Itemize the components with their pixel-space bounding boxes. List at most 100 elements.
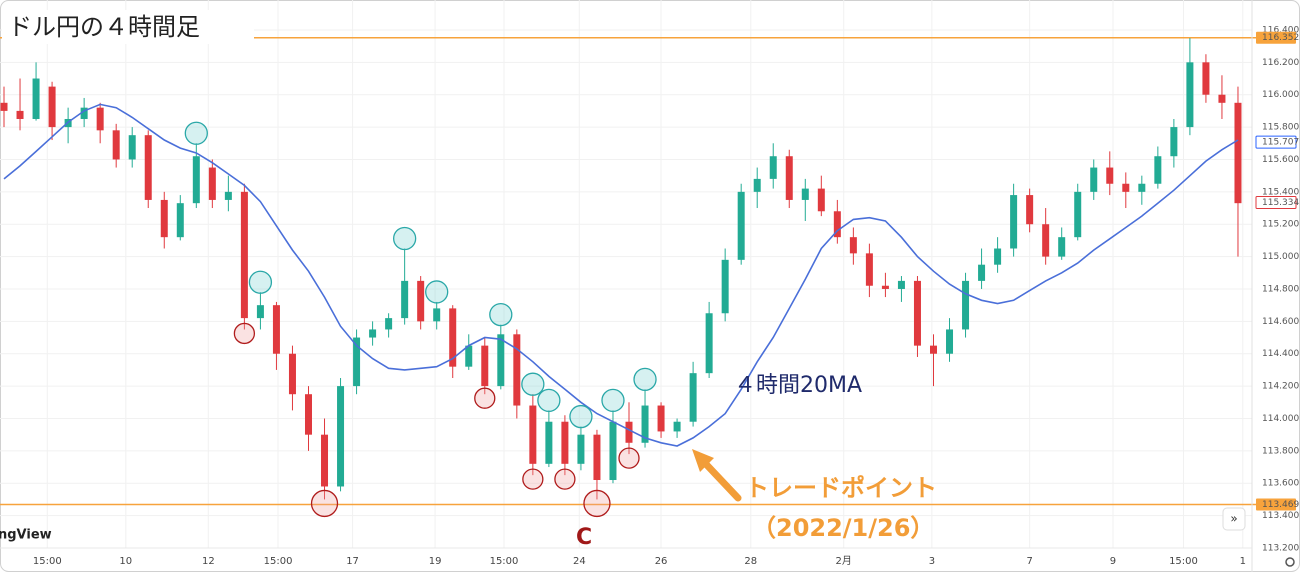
candle-body [1234, 102, 1242, 204]
candle-body [785, 156, 793, 200]
scroll-button[interactable] [1222, 507, 1246, 531]
y-tick-label: 115.200 [1262, 220, 1299, 230]
high-marker [537, 388, 561, 413]
candle-body [1170, 127, 1178, 157]
high-marker [489, 302, 513, 327]
candle-body [272, 305, 280, 354]
price-tag [1255, 196, 1297, 210]
x-tick-label: 10 [119, 556, 132, 567]
candle-body [1154, 156, 1162, 184]
price-tag-label: 113.469 [1262, 500, 1299, 510]
x-tick-label: 15:00 [1169, 556, 1198, 567]
candle-body [337, 386, 345, 487]
point-label: C [576, 525, 592, 550]
candle-body [721, 259, 729, 314]
candle-body [1058, 237, 1066, 257]
candle-body [128, 135, 136, 160]
candle-body [946, 329, 954, 354]
candle-body [561, 421, 569, 464]
x-tick-label: 15:00 [33, 556, 62, 567]
candle-body [978, 264, 986, 281]
y-tick-label: 113.800 [1262, 446, 1299, 456]
candle-body [529, 405, 537, 464]
low-marker [310, 489, 339, 518]
candle-body [849, 237, 857, 254]
candle-body [176, 203, 184, 238]
candles [0, 38, 1242, 500]
candle-body [497, 334, 505, 387]
candle-body [288, 353, 296, 395]
candle-body [1106, 167, 1114, 184]
trade-date-label: （2022/1/26） [752, 514, 934, 542]
candle-body [833, 211, 841, 238]
y-tick-label: 115.600 [1262, 155, 1299, 165]
candle-body [321, 434, 329, 487]
candle-body [1122, 183, 1130, 192]
candle-body [192, 156, 200, 204]
axes: 113.200 113.400 113.600 113.800 114.000 114.2… [33, 25, 1300, 567]
candle-body [144, 135, 152, 200]
candle-body [0, 102, 8, 111]
y-tick-label: 113.600 [1262, 479, 1299, 489]
candle-body [32, 78, 40, 119]
candle-body [369, 329, 377, 338]
high-marker [425, 280, 449, 304]
candle-body [160, 199, 168, 238]
candle-body [865, 253, 873, 286]
candle-body [16, 110, 24, 119]
candle-body [769, 156, 777, 179]
watermark: ngView [0, 528, 52, 543]
candle-body [417, 280, 425, 322]
x-tick-label: 26 [655, 556, 668, 567]
price-tag-label: 116.352 [1262, 33, 1299, 43]
candle-body [1042, 224, 1050, 257]
high-marker [569, 404, 593, 429]
settings-button[interactable] [1285, 557, 1295, 567]
candle-body [962, 280, 970, 330]
candle-body [256, 305, 264, 319]
candle-body [657, 405, 665, 432]
x-tick-label: 17 [346, 556, 359, 567]
candle-body [753, 178, 761, 192]
price-tag-label: 115.707 [1262, 138, 1299, 148]
x-tick-label: 3 [929, 556, 935, 567]
x-tick-label: 2月 [836, 555, 852, 567]
low-marker [474, 387, 496, 409]
candle-body [112, 130, 120, 160]
chart-title: ドル円の４時間足 [8, 13, 200, 41]
x-tick-label: 28 [744, 556, 757, 567]
y-tick-label: 113.200 [1262, 544, 1299, 554]
scroll-icon: » [1230, 512, 1237, 526]
moving-average-line [3, 103, 1239, 447]
candle-body [1010, 195, 1018, 249]
candle-body [449, 308, 457, 367]
candle-body [913, 280, 921, 346]
candle-body [224, 191, 232, 200]
x-tick-label: 15:00 [264, 556, 293, 567]
y-tick-label: 114.200 [1262, 382, 1299, 392]
candle-body [577, 434, 585, 464]
candle-body [593, 434, 601, 481]
candle-body [673, 421, 681, 432]
candle-body [1074, 191, 1082, 238]
y-tick-label: 116.400 [1262, 25, 1299, 35]
candle-body [401, 280, 409, 319]
high-marker [633, 367, 657, 391]
candle-body [96, 107, 104, 131]
candle-body [1090, 167, 1098, 192]
low-marker [522, 468, 544, 490]
candle-body [1026, 195, 1034, 225]
y-tick-label: 115.800 [1262, 123, 1299, 133]
candle-body [625, 421, 633, 443]
high-marker [184, 121, 208, 145]
trade-arrow [692, 449, 742, 502]
y-tick-label: 114.000 [1262, 414, 1299, 424]
low-marker [618, 447, 640, 469]
price-tag [1255, 135, 1297, 149]
low-marker [554, 468, 576, 490]
y-tick-label: 116.200 [1262, 58, 1299, 68]
trade-point-label: トレードポイント [745, 474, 937, 502]
price-tag [1256, 31, 1296, 44]
x-tick-label: 7 [1026, 556, 1032, 567]
